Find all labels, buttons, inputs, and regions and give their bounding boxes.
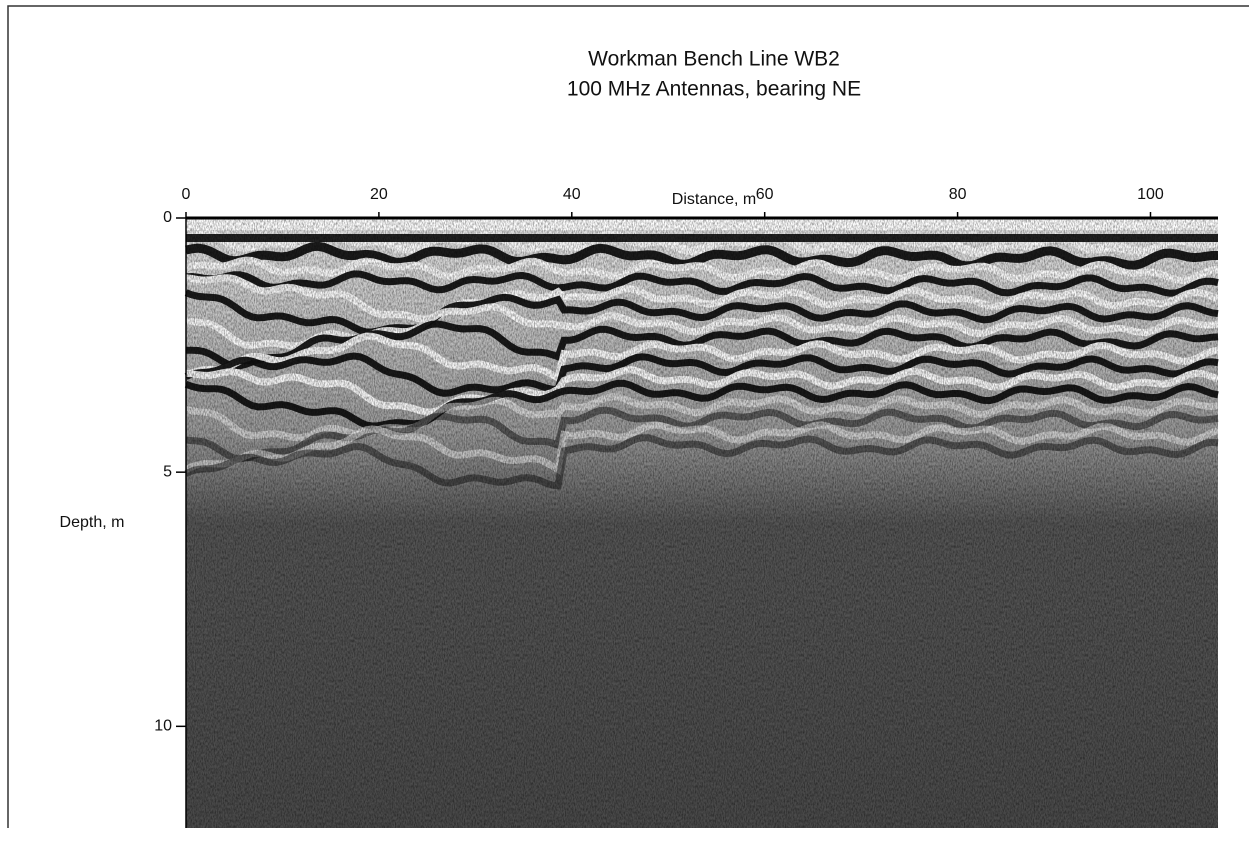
y-tick-label: 10 — [154, 718, 172, 735]
y-axis-label: Depth, m — [60, 514, 125, 531]
chart-title: Workman Bench Line WB2 — [588, 48, 840, 71]
y-tick-label: 0 — [163, 209, 172, 226]
noise — [186, 218, 1218, 828]
x-tick-label: 60 — [756, 186, 774, 203]
x-tick-label: 80 — [949, 186, 967, 203]
x-tick-label: 100 — [1137, 186, 1164, 203]
x-tick-label: 0 — [182, 186, 191, 203]
y-tick-label: 5 — [163, 463, 172, 480]
radargram — [186, 218, 1218, 828]
x-axis-label: Distance, m — [672, 191, 756, 208]
chart-subtitle: 100 MHz Antennas, bearing NE — [567, 78, 861, 101]
chart: Workman Bench Line WB2 100 MHz Antennas,… — [0, 0, 1249, 844]
x-tick-label: 40 — [563, 186, 581, 203]
x-tick-label: 20 — [370, 186, 388, 203]
